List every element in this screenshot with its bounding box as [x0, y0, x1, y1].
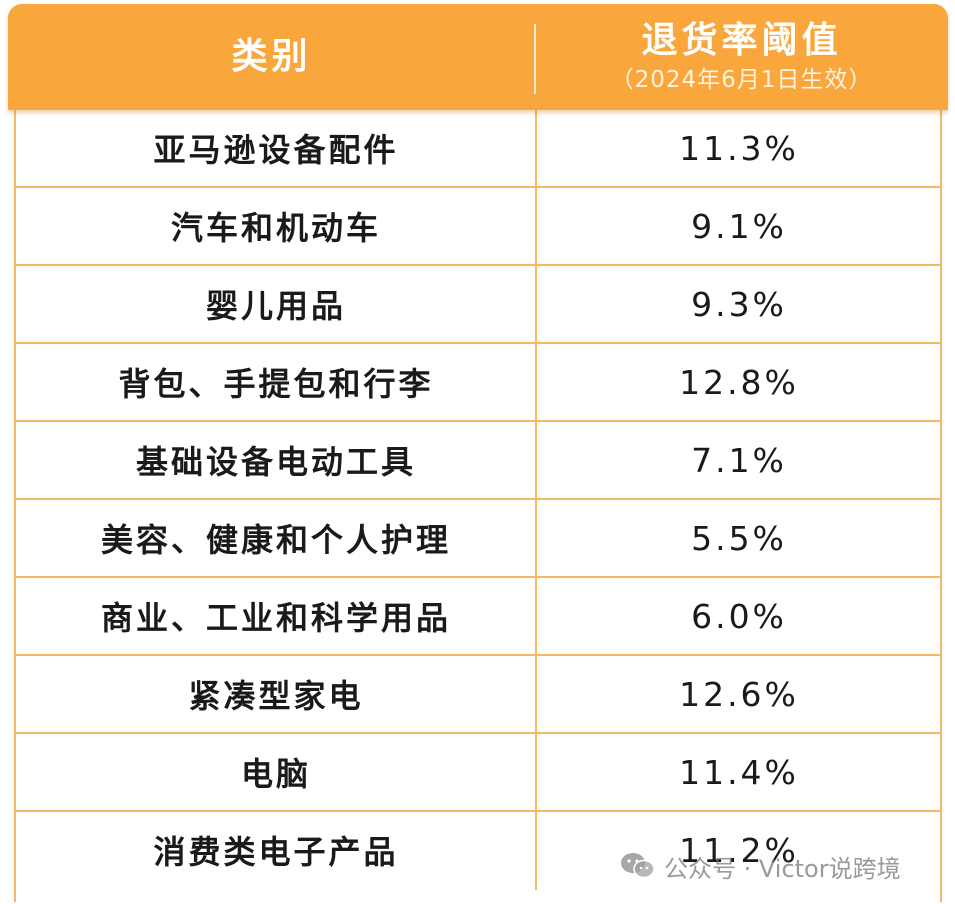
column-divider	[535, 188, 537, 266]
rate-cell: 5.5%	[691, 518, 787, 558]
header-category-cell: 类别	[8, 4, 535, 110]
rate-cell: 7.1%	[691, 440, 787, 480]
category-cell: 消费类电子产品	[153, 833, 399, 871]
table-row: 亚马逊设备配件 11.3%	[16, 110, 940, 188]
column-divider	[535, 578, 537, 656]
category-cell: 亚马逊设备配件	[153, 131, 399, 169]
column-divider	[535, 422, 537, 500]
category-cell: 美容、健康和个人护理	[100, 521, 451, 559]
column-divider	[535, 656, 537, 734]
table-row: 汽车和机动车 9.1%	[16, 188, 940, 266]
header-threshold-cell: 退货率阈值 （2024年6月1日生效）	[535, 4, 948, 110]
column-divider	[535, 266, 537, 344]
header-threshold-label: 退货率阈值	[641, 20, 842, 61]
wechat-icon	[620, 851, 656, 881]
column-divider	[535, 344, 537, 422]
table-row: 美容、健康和个人护理 5.5%	[16, 500, 940, 578]
return-rate-table: 类别 退货率阈值 （2024年6月1日生效） 亚马逊设备配件 11.3% 汽车和…	[8, 4, 948, 902]
rate-cell: 9.1%	[691, 206, 787, 246]
table-row: 基础设备电动工具 7.1%	[16, 422, 940, 500]
category-cell: 紧凑型家电	[188, 677, 364, 715]
table-body: 亚马逊设备配件 11.3% 汽车和机动车 9.1% 婴儿用品 9.3% 背包、手…	[14, 110, 942, 902]
rate-cell: 11.4%	[679, 752, 799, 792]
table-header: 类别 退货率阈值 （2024年6月1日生效）	[8, 4, 948, 110]
header-effective-date: （2024年6月1日生效）	[610, 67, 873, 93]
category-cell: 电脑	[240, 755, 311, 793]
rate-cell: 12.8%	[679, 362, 799, 402]
category-cell: 基础设备电动工具	[135, 443, 416, 481]
header-divider	[534, 24, 536, 94]
table-row: 电脑 11.4%	[16, 734, 940, 812]
column-divider	[535, 500, 537, 578]
rate-cell: 6.0%	[691, 596, 787, 636]
column-divider	[535, 812, 537, 890]
watermark: 公众号 · Victor说跨境	[620, 846, 901, 886]
header-category-label: 类别	[231, 36, 312, 77]
category-cell: 背包、手提包和行李	[118, 365, 434, 403]
category-cell: 汽车和机动车	[170, 209, 381, 247]
table-row: 商业、工业和科学用品 6.0%	[16, 578, 940, 656]
table-row: 婴儿用品 9.3%	[16, 266, 940, 344]
table-row: 消费类电子产品 11.2%	[16, 812, 940, 890]
rate-cell: 12.6%	[679, 674, 799, 714]
table-row: 背包、手提包和行李 12.8%	[16, 344, 940, 422]
watermark-text: 公众号 · Victor说跨境	[664, 854, 901, 883]
column-divider	[535, 734, 537, 812]
rate-cell: 11.3%	[679, 128, 799, 168]
column-divider	[535, 110, 537, 188]
category-cell: 商业、工业和科学用品	[100, 599, 451, 637]
rate-cell: 9.3%	[691, 284, 787, 324]
table-row: 紧凑型家电 12.6%	[16, 656, 940, 734]
rate-cell: 11.2%	[679, 830, 799, 870]
category-cell: 婴儿用品	[205, 287, 346, 325]
